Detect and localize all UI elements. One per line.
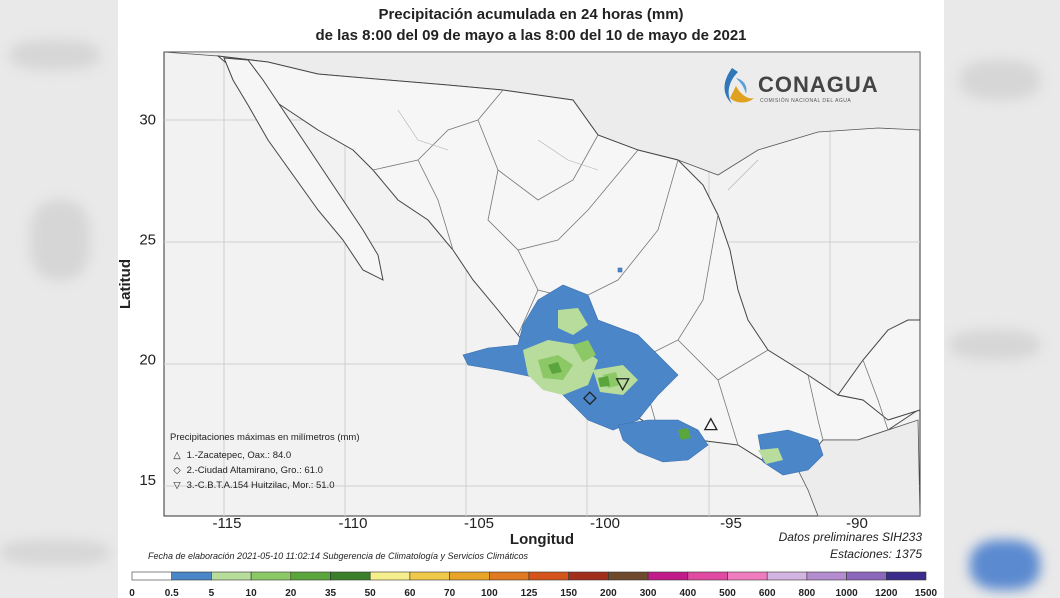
colorbar-segment [647, 571, 689, 581]
colorbar-segment [211, 571, 252, 581]
y-tick-label: 30 [139, 111, 156, 128]
x-axis-label: Longitud [510, 531, 574, 548]
colorbar-label: 0.5 [165, 588, 179, 598]
colorbar-label: 500 [719, 588, 736, 598]
colorbar-label: 50 [365, 588, 377, 598]
max-precip-legend: Precipitaciones máximas en milímetros (m… [170, 430, 360, 493]
data-note: Datos preliminares SIH233 [778, 530, 922, 544]
colorbar-label: 5 [209, 588, 215, 598]
map-figure: -115 -110 -105 -100 -95 -90 30 25 20 15 Longitud… [118, 51, 938, 598]
colorbar-label: 125 [521, 588, 538, 598]
colorbar-segment [727, 571, 768, 581]
diamond-marker [582, 391, 597, 406]
legend-item-2: ◇ 2.-Ciudad Altamirano, Gro.: 61.0 [170, 463, 360, 478]
colorbar-label: 35 [325, 588, 337, 598]
colorbar-label: 400 [679, 588, 696, 598]
right-background-blur [940, 0, 1060, 598]
central-america [797, 419, 921, 517]
colorbar-segment [449, 571, 490, 581]
colorbar-segment [250, 571, 292, 581]
colorbar-label: 10 [246, 588, 258, 598]
colorbar-segment [806, 571, 847, 581]
max-precip-legend-title: Precipitaciones máximas en milímetros (m… [170, 432, 360, 443]
stations-count: Estaciones: 1375 [829, 547, 922, 561]
x-tick-label: -90 [846, 515, 868, 532]
map-subtitle: de las 8:00 del 09 de mayo a las 8:00 de… [315, 27, 747, 44]
x-tick-label: -100 [590, 515, 620, 532]
x-tick-labels: -115 -110 -105 -100 -95 -90 [213, 515, 868, 532]
rivers [397, 109, 759, 191]
yucatan-peninsula [837, 319, 921, 421]
state-borders [372, 89, 889, 446]
left-background-blur [0, 0, 120, 598]
colorbar-segment [766, 571, 808, 581]
colorbar-label: 300 [640, 588, 657, 598]
legend-item-1: △ 1.-Zacatepec, Oax.: 84.0 [170, 448, 360, 463]
colorbar-segment [528, 571, 570, 581]
colorbar-segment [885, 571, 927, 581]
y-tick-label: 15 [139, 472, 156, 489]
colorbar-segment [409, 571, 450, 581]
triangle-up-icon: △ [173, 450, 181, 461]
colorbar-segment [488, 571, 530, 581]
triangle-up-marker [703, 417, 718, 431]
colorbar-label: 800 [799, 588, 816, 598]
logo-name: CONAGUA [758, 72, 879, 97]
triangle-down-icon: ▽ [173, 480, 181, 491]
baja-california [223, 57, 384, 281]
colorbar-label: 150 [560, 588, 577, 598]
x-tick-label: -95 [720, 515, 742, 532]
legend-item-2-text: 2.-Ciudad Altamirano, Gro.: 61.0 [186, 465, 323, 476]
logo-subtitle: COMISIÓN NACIONAL DEL AGUA [760, 98, 852, 104]
x-tick-label: -115 [213, 515, 242, 532]
y-tick-label: 20 [139, 352, 156, 369]
diamond-icon: ◇ [173, 465, 181, 476]
colorbar [131, 571, 927, 581]
map-title: Precipitación acumulada en 24 horas (mm) [378, 6, 684, 23]
max-precip-markers [582, 378, 718, 431]
colorbar-segment [131, 571, 173, 581]
colorbar-segment [608, 571, 649, 581]
colorbar-label: 60 [404, 588, 416, 598]
colorbar-label: 1500 [915, 588, 938, 598]
colorbar-segment [171, 571, 212, 581]
conagua-logo: CONAGUA COMISIÓN NACIONAL DEL AGUA [718, 64, 898, 114]
y-axis-label: Latitud [118, 259, 134, 309]
colorbar-label: 0 [129, 588, 135, 598]
legend-item-3-text: 3.-C.B.T.A.154 Huitzilac, Mor.: 51.0 [186, 480, 335, 491]
colorbar-segment [568, 571, 609, 581]
triangle-down-marker [615, 378, 630, 392]
colorbar-segment [290, 571, 331, 581]
y-tick-labels: 30 25 20 15 [139, 111, 156, 489]
colorbar-label: 20 [285, 588, 297, 598]
colorbar-label: 100 [481, 588, 498, 598]
colorbar-segment [846, 571, 887, 581]
colorbar-segment [330, 571, 371, 581]
legend-item-3: ▽ 3.-C.B.T.A.154 Huitzilac, Mor.: 51.0 [170, 478, 360, 493]
map-panel: Precipitación acumulada en 24 horas (mm)… [118, 0, 944, 598]
precip-darkgreen-areas [548, 362, 691, 440]
colorbar-label: 70 [444, 588, 456, 598]
colorbar-labels: 0 0.5 5 10 20 35 50 60 70 100 125 150 200 300 400 500 60… [129, 588, 937, 598]
colorbar-segment [687, 571, 728, 581]
colorbar-label: 600 [759, 588, 776, 598]
x-tick-label: -105 [464, 515, 494, 532]
colorbar-label: 200 [600, 588, 617, 598]
water-drop-swirl-icon [724, 68, 754, 104]
legend-item-1-text: 1.-Zacatepec, Oax.: 84.0 [186, 450, 292, 461]
colorbar-segment [369, 571, 411, 581]
x-tick-label: -110 [339, 515, 368, 532]
colorbar-label: 1000 [835, 588, 858, 598]
elaboration-note: Fecha de elaboración 2021-05-10 11:02:14… [148, 551, 529, 561]
y-tick-label: 25 [139, 232, 156, 249]
colorbar-label: 1200 [875, 588, 898, 598]
